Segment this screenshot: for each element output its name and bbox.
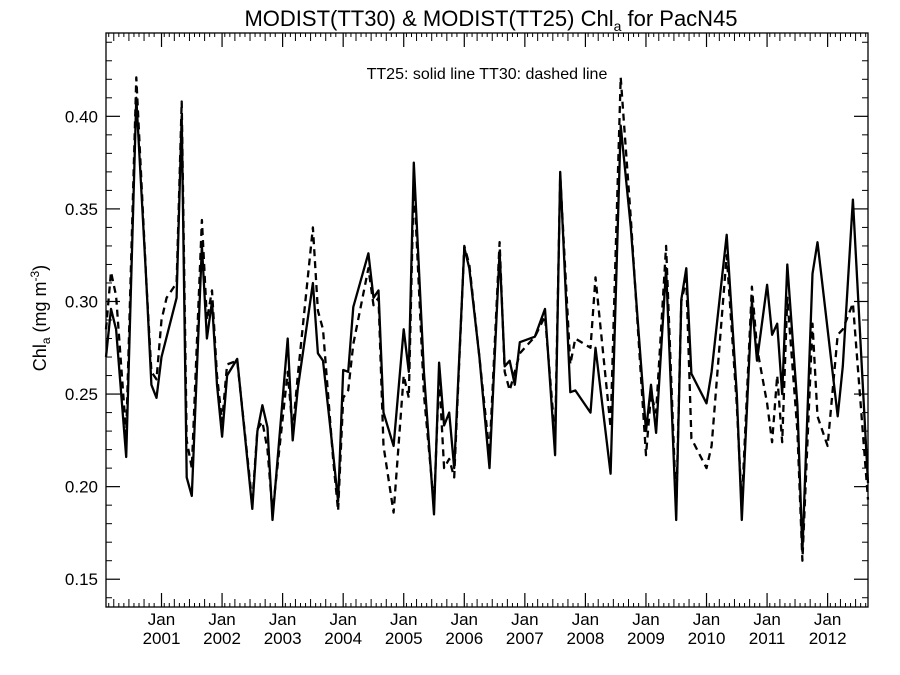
x-tick-month-label: Jan [269,610,296,629]
y-axis-label: Chla (mg m-3) [28,265,53,371]
x-tick-month-label: Jan [814,610,841,629]
title-subscript: a [614,18,622,34]
x-tick-month-label: Jan [451,610,478,629]
x-tick-year-label: 2010 [688,629,726,648]
series-layer [104,76,870,562]
y-tick-label: 0.25 [65,385,98,404]
ylabel-units: (mg m [30,281,50,337]
y-tick-label: 0.35 [65,200,98,219]
x-tick-year-label: 2005 [385,629,423,648]
ylabel-close: ) [30,265,50,271]
x-ticks: Jan2001Jan2002Jan2003Jan2004Jan2005Jan20… [143,33,847,648]
title-main: MODIST(TT30) & MODIST(TT25) Chl [244,6,613,31]
x-tick-year-label: 2004 [324,629,362,648]
x-tick-month-label: Jan [753,610,780,629]
y-ticks: 0.15 0.20 0.25 0.30 0.35 0.40 [65,107,868,589]
x-tick-month-label: Jan [572,610,599,629]
x-tick-year-label: 2008 [566,629,604,648]
ylabel-superscript: -3 [28,270,42,281]
y-tick-label: 0.20 [65,478,98,497]
x-tick-month-label: Jan [329,610,356,629]
x-tick-year-label: 2003 [264,629,302,648]
x-tick-year-label: 2011 [749,629,786,648]
series-line-tt25 [104,96,870,553]
x-tick-year-label: 2012 [809,629,847,648]
series-line-tt30 [104,76,870,562]
x-tick-year-label: 2009 [627,629,665,648]
x-tick-month-label: Jan [632,610,659,629]
x-tick-month-label: Jan [511,610,538,629]
x-tick-year-label: 2006 [445,629,483,648]
ylabel-subscript: a [39,337,53,344]
title-tail: for PacN45 [621,6,737,31]
y-tick-label: 0.30 [65,292,98,311]
x-tick-year-label: 2002 [203,629,241,648]
x-tick-month-label: Jan [208,610,235,629]
chart-title: MODIST(TT30) & MODIST(TT25) Chla for Pac… [244,6,737,34]
x-tick-month-label: Jan [390,610,417,629]
y-tick-label: 0.15 [65,570,98,589]
x-tick-month-label: Jan [148,610,175,629]
y-tick-label: 0.40 [65,107,98,126]
ylabel-main: Chl [30,344,50,371]
x-tick-month-label: Jan [693,610,720,629]
minor-ticks [106,33,868,607]
x-tick-year-label: 2001 [143,629,181,648]
line-style-annotation: TT25: solid line TT30: dashed line [367,66,608,83]
x-tick-year-label: 2007 [506,629,544,648]
